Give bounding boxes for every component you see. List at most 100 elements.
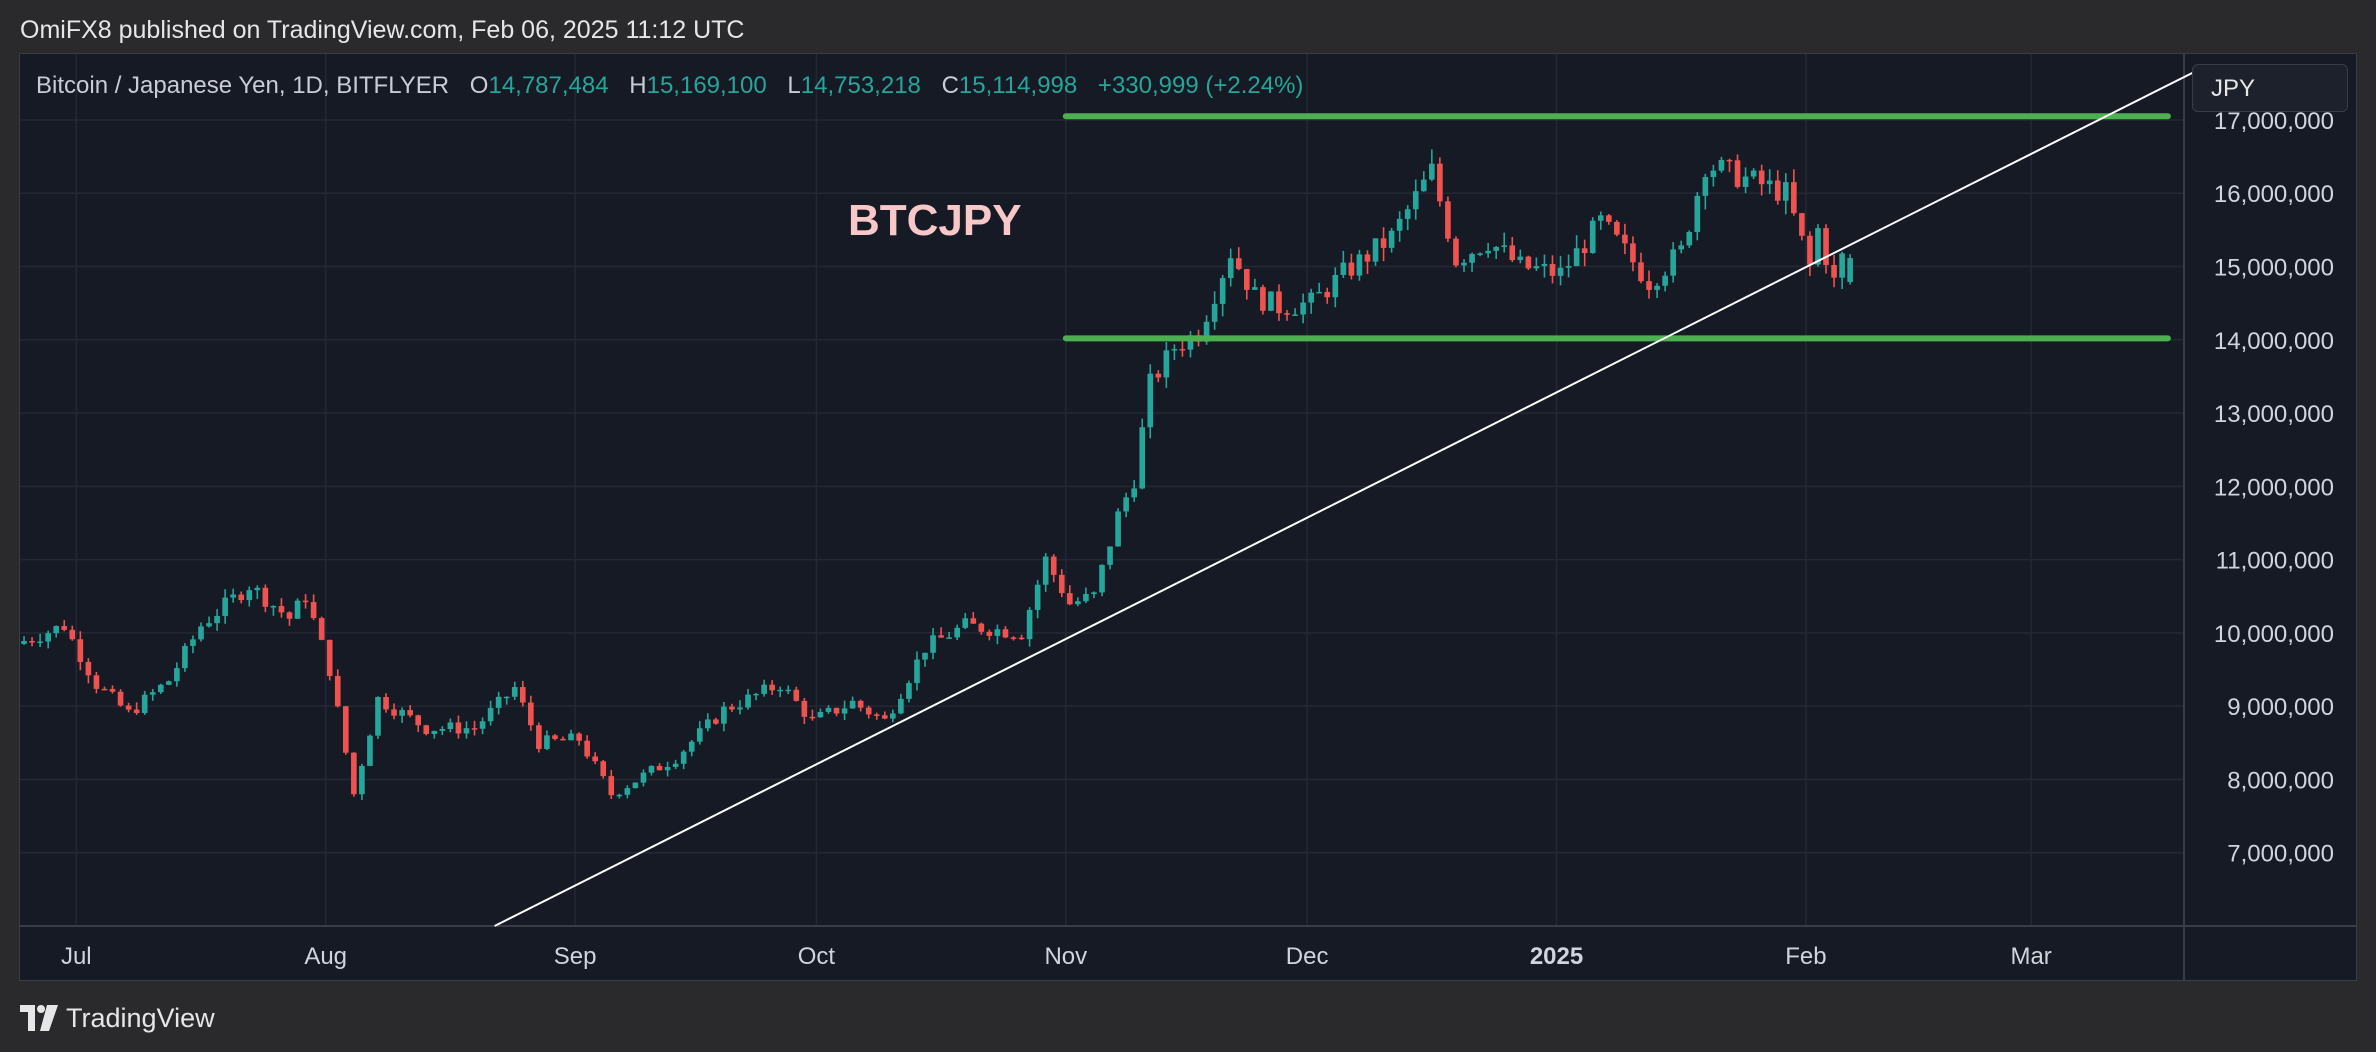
candle (342, 705, 349, 755)
candle-body (1774, 180, 1781, 201)
candle-body (1686, 232, 1693, 246)
candle-body (737, 707, 743, 710)
candle-body (777, 689, 784, 692)
candle-body (431, 730, 438, 735)
candle-body (1083, 593, 1089, 602)
candle-body (262, 587, 269, 607)
candle (1630, 236, 1636, 272)
candle-body (616, 794, 623, 797)
candle (326, 639, 333, 681)
candle (479, 717, 486, 735)
candle (1549, 255, 1556, 284)
candle (1437, 157, 1443, 207)
candle-body (1670, 249, 1676, 276)
candle (1670, 242, 1676, 283)
candle-body (1799, 213, 1805, 236)
trendline (494, 64, 2209, 927)
candle (745, 688, 751, 710)
candle (890, 709, 896, 723)
candle-body (1815, 228, 1821, 265)
candle (1799, 212, 1805, 241)
candle-body (1791, 182, 1797, 214)
candle-body (1525, 256, 1532, 269)
candle-body (1565, 266, 1572, 268)
candle-body (592, 756, 599, 762)
candle-body (1243, 269, 1250, 290)
candle (1823, 224, 1829, 274)
x-tick-label: Aug (304, 943, 347, 970)
candle (1123, 492, 1129, 518)
candle-body (1420, 179, 1427, 192)
candle-body (1581, 248, 1588, 254)
candle (616, 793, 623, 799)
y-tick-label: 9,000,000 (2227, 694, 2334, 721)
candle-body (946, 637, 952, 639)
candle (254, 585, 261, 600)
candle (1573, 235, 1580, 267)
candle-body (1622, 234, 1628, 244)
candle (1509, 236, 1516, 263)
candle-body (342, 706, 349, 753)
candle (1461, 259, 1467, 272)
candle-body (1268, 291, 1274, 311)
candle (1469, 252, 1475, 272)
candle (117, 689, 124, 707)
candle (1292, 308, 1298, 316)
candle-body (141, 694, 148, 713)
candle-body (696, 728, 703, 742)
candle-body (1630, 243, 1636, 263)
candle (1284, 309, 1290, 321)
candle (37, 633, 43, 648)
candle-body (873, 714, 880, 716)
candle (1050, 554, 1057, 583)
candle-body (391, 709, 397, 716)
candle-body (1493, 247, 1500, 251)
candle (238, 591, 245, 604)
candle (761, 679, 767, 697)
candle-body (334, 675, 341, 707)
candle-body (640, 772, 647, 783)
candle (954, 624, 961, 641)
tradingview-footer-logo[interactable]: TradingView (20, 1000, 215, 1036)
candle (914, 651, 920, 691)
candle-body (157, 684, 164, 693)
candle (672, 759, 679, 770)
candle-body (704, 719, 711, 729)
candle (1646, 270, 1652, 299)
candle (1227, 248, 1234, 287)
candle-body (1557, 267, 1564, 276)
high-label: H (629, 72, 647, 99)
candle-body (721, 706, 727, 724)
currency-button[interactable]: JPY (2192, 64, 2348, 112)
candle (1766, 169, 1773, 194)
candle-body (713, 719, 719, 724)
candle-body (1485, 250, 1491, 254)
candle (166, 680, 172, 686)
candle-body (1252, 287, 1258, 290)
candle-body (1662, 275, 1668, 286)
candle (1501, 232, 1508, 253)
y-tick-label: 16,000,000 (2214, 181, 2334, 208)
tradingview-brand: TradingView (66, 1002, 215, 1033)
candle (1042, 553, 1049, 592)
candle (680, 749, 687, 770)
open-value: 14,787,484 (488, 72, 609, 99)
candle-body (1839, 253, 1845, 278)
candle (1139, 418, 1146, 490)
candle-body (1541, 263, 1548, 267)
candle-body (85, 661, 92, 676)
candle (1557, 255, 1564, 286)
candle-body (1718, 159, 1725, 171)
candle-body (198, 626, 204, 640)
candle (898, 693, 904, 715)
candle (1171, 344, 1178, 360)
candle-body (190, 639, 196, 646)
candle-body (423, 725, 430, 735)
x-tick-label: 2025 (1530, 943, 1583, 970)
candle (174, 662, 180, 687)
candle-body (479, 721, 486, 729)
x-tick-label: Dec (1286, 943, 1329, 970)
candle-body (857, 700, 864, 708)
y-axis-labels: 7,000,000 8,000,000 9,000,000 10,000,000 11,… (2214, 108, 2334, 868)
